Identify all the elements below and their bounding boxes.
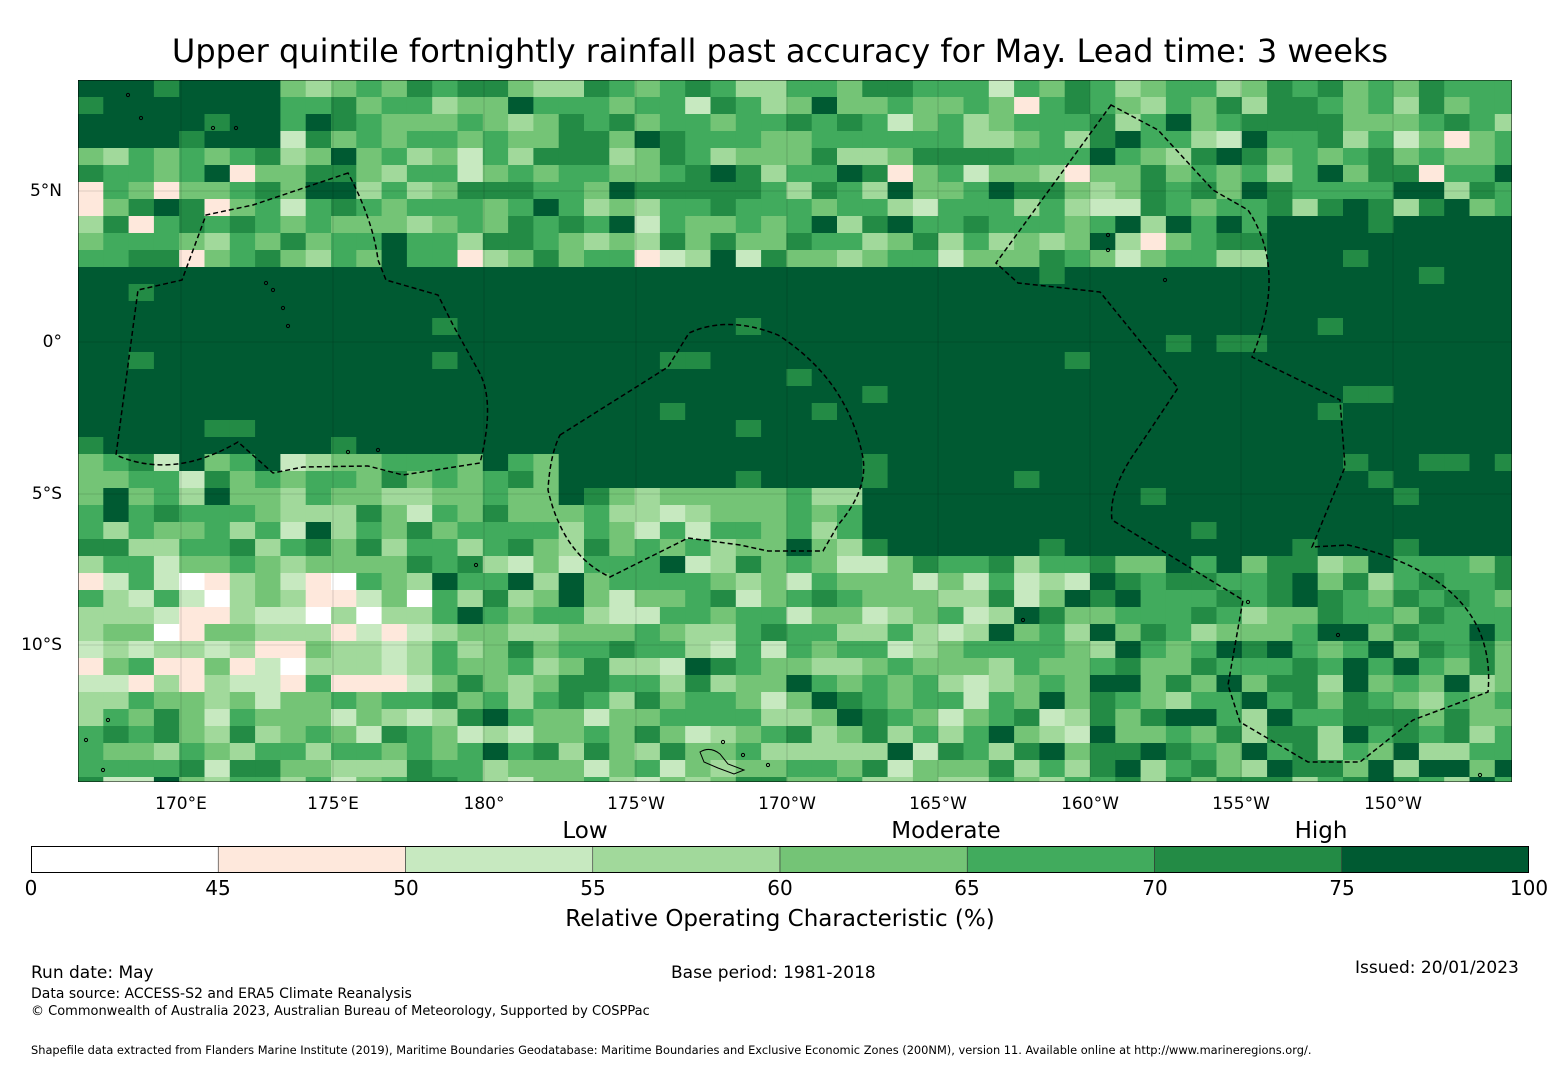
colorbar-tick-0: 0 bbox=[24, 876, 38, 900]
colorbar-bin-55-60 bbox=[592, 846, 781, 873]
map-graticule bbox=[78, 80, 1512, 782]
lon-tick-7: 155°W bbox=[1212, 794, 1270, 814]
lat-tick-2: 5°S bbox=[31, 484, 62, 504]
colorbar bbox=[31, 846, 1529, 873]
map-title: Upper quintile fortnightly rainfall past… bbox=[171, 32, 1389, 70]
colorbar-tick-70: 70 bbox=[1142, 876, 1168, 900]
lat-tick-0: 5°N bbox=[29, 181, 62, 201]
eez-boundaries bbox=[115, 104, 1490, 763]
legend-category-high: High bbox=[1294, 818, 1348, 844]
eez-boundary-1 bbox=[547, 323, 865, 578]
rainfall-accuracy-map bbox=[78, 80, 1512, 782]
colorbar-tick-75: 75 bbox=[1329, 876, 1355, 900]
lat-tick-3: 10°S bbox=[21, 635, 62, 655]
colorbar-tick-45: 45 bbox=[205, 876, 231, 900]
lon-tick-2: 180° bbox=[463, 794, 505, 814]
colorbar-bin-60-65 bbox=[779, 846, 968, 873]
lon-tick-4: 170°W bbox=[758, 794, 816, 814]
lon-tick-1: 175°E bbox=[307, 794, 359, 814]
legend-category-moderate: Moderate bbox=[891, 818, 1001, 844]
island-coastlines bbox=[83, 92, 1483, 778]
colorbar-bin-45-50 bbox=[217, 846, 406, 873]
colorbar-bin-50-55 bbox=[405, 846, 594, 873]
colorbar-bin-0-45 bbox=[31, 846, 219, 873]
lon-tick-8: 150°W bbox=[1364, 794, 1422, 814]
legend-category-low: Low bbox=[562, 818, 608, 844]
run-date: Run date: May bbox=[31, 963, 154, 983]
eez-boundary-2 bbox=[994, 104, 1490, 763]
data-source: Data source: ACCESS-S2 and ERA5 Climate … bbox=[31, 986, 412, 1002]
eez-boundary-0 bbox=[115, 172, 489, 476]
colorbar-tick-55: 55 bbox=[580, 876, 606, 900]
lat-tick-1: 0° bbox=[42, 332, 62, 352]
map-grid-cells bbox=[78, 80, 1512, 782]
issued-date: Issued: 20/01/2023 bbox=[1355, 958, 1519, 978]
colorbar-tick-60: 60 bbox=[767, 876, 793, 900]
colorbar-tick-65: 65 bbox=[954, 876, 980, 900]
copyright: © Commonwealth of Australia 2023, Austra… bbox=[31, 1004, 650, 1019]
samoa-island-outline bbox=[699, 748, 746, 775]
colorbar-bin-70-75 bbox=[1154, 846, 1343, 873]
colorbar-bin-65-70 bbox=[966, 846, 1155, 873]
colorbar-label: Relative Operating Characteristic (%) bbox=[565, 906, 995, 932]
colorbar-tick-50: 50 bbox=[393, 876, 419, 900]
lon-tick-5: 165°W bbox=[909, 794, 967, 814]
lon-tick-3: 175°W bbox=[607, 794, 665, 814]
lon-tick-0: 170°E bbox=[155, 794, 207, 814]
base-period: Base period: 1981-2018 bbox=[671, 963, 876, 983]
lon-tick-6: 160°W bbox=[1061, 794, 1119, 814]
shapefile-credit: Shapefile data extracted from Flanders M… bbox=[31, 1043, 1312, 1057]
colorbar-tick-100: 100 bbox=[1509, 876, 1549, 900]
colorbar-bin-75-100 bbox=[1341, 846, 1529, 873]
